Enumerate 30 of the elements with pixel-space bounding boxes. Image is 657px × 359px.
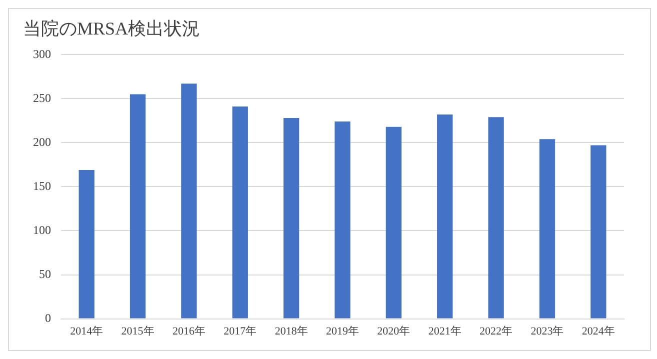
bar [334,122,350,318]
x-tick-label: 2023年 [530,325,564,338]
x-tick-label: 2016年 [172,325,206,338]
x-tick-label: 2024年 [582,325,615,338]
x-tick-label: 2014年 [70,325,104,338]
bar [130,94,146,318]
bar [181,84,197,318]
x-tick-label: 2020年 [377,325,410,338]
bar [386,126,402,318]
x-tick-label: 2017年 [224,325,257,338]
bar [283,118,300,318]
y-tick-label: 250 [33,90,51,105]
bar [590,145,606,318]
y-tick-label: 100 [33,222,51,237]
y-tick-label: 50 [39,266,51,281]
bar [78,170,94,318]
y-tick-label: 300 [33,46,51,61]
y-tick-label: 0 [45,310,51,325]
y-tick-label: 150 [33,178,51,193]
chart-title: 当院のMRSA検出状況 [23,18,200,39]
x-tick-label: 2021年 [428,325,462,338]
y-tick-label: 200 [33,134,51,149]
bar [488,117,504,318]
x-tick-label: 2015年 [121,325,154,338]
x-tick-label: 2019年 [326,325,359,338]
bar [232,106,248,318]
bar [437,114,453,318]
x-tick-label: 2018年 [274,325,308,338]
x-tick-label: 2022年 [480,325,513,338]
bar [539,139,556,318]
